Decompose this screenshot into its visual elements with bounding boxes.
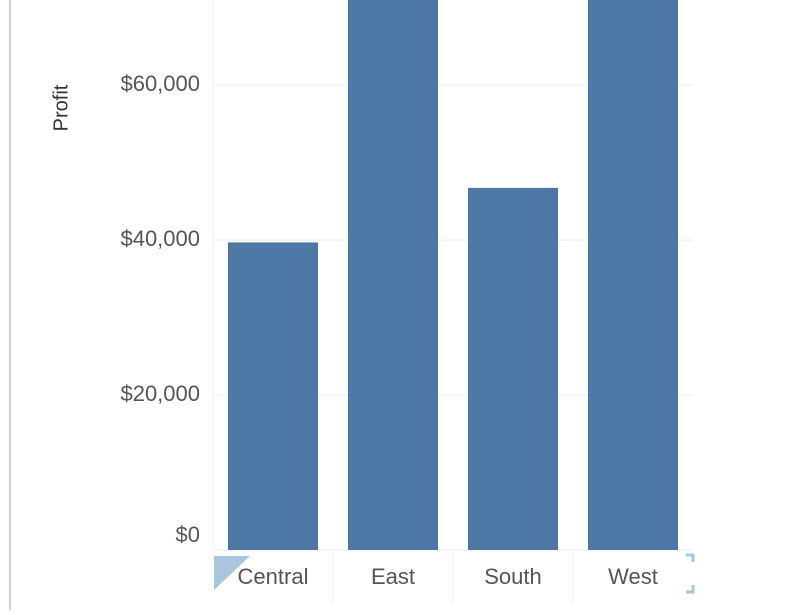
y-tick-label: $40,000 <box>120 226 200 251</box>
bar <box>348 0 438 550</box>
y-tick-label: $20,000 <box>120 381 200 406</box>
bar <box>588 0 678 550</box>
y-tick-label: $60,000 <box>120 71 200 96</box>
x-tick-label: Central <box>238 564 309 589</box>
plot-area <box>228 0 678 550</box>
x-tick-label: East <box>371 564 415 589</box>
resize-handle <box>686 553 695 594</box>
y-axis-title: Profit <box>50 84 72 131</box>
bar <box>228 242 318 550</box>
x-tick-label: West <box>608 564 658 589</box>
x-tick-label: South <box>484 564 542 589</box>
selection-icon <box>214 556 250 590</box>
y-tick-label: $0 <box>176 522 200 547</box>
bar <box>468 187 558 550</box>
